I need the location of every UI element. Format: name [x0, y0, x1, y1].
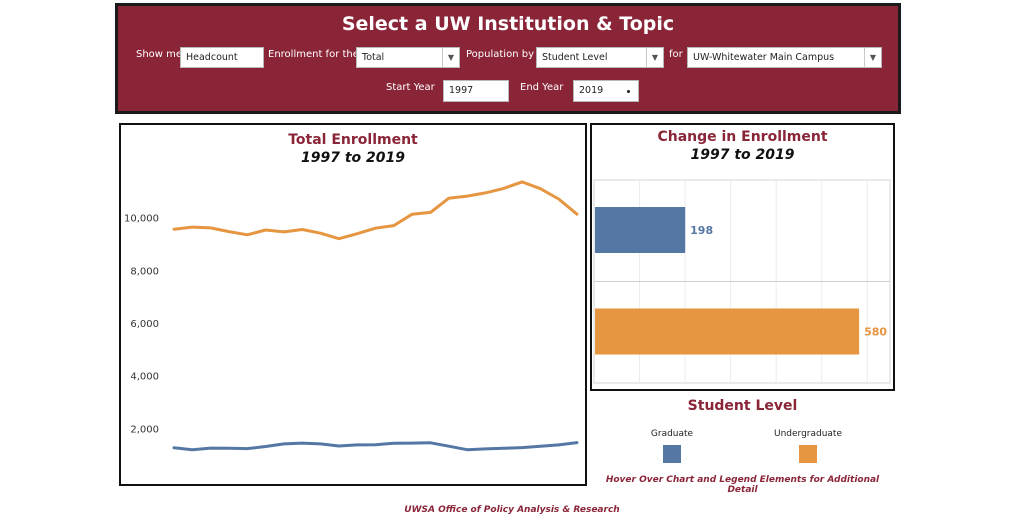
start-year-value: 1997 [449, 85, 474, 96]
population-by-select[interactable]: Student Level ▼ [536, 47, 664, 68]
legend-label-undergraduate: Undergraduate [773, 429, 842, 439]
hover-hint: Hover Over Chart and Legend Elements for… [605, 475, 880, 495]
chevron-down-icon[interactable]: ▼ [442, 48, 459, 67]
enrollment-for-value: Total [362, 52, 385, 63]
population-by-value: Student Level [542, 52, 608, 63]
bar-chart-title: Change in Enrollment [657, 129, 828, 145]
institution-value: UW-Whitewater Main Campus [693, 52, 835, 63]
bar-value-label-undergraduate: 580 [864, 326, 887, 339]
change-enrollment-panel: Change in Enrollment 1997 to 2019 198 580 [590, 123, 895, 391]
y-tick-label: 8,000 [130, 266, 159, 277]
line-chart[interactable]: 2,000 4,000 6,000 8,000 10,000 [121, 125, 585, 484]
enrollment-for-label: Enrollment for the [268, 49, 359, 60]
chevron-down-icon[interactable]: ▼ [864, 48, 881, 67]
y-tick-label: 10,000 [124, 214, 159, 225]
bar-graduate[interactable] [595, 207, 686, 253]
footer-credit: UWSA Office of Policy Analysis & Researc… [404, 505, 620, 515]
series-line-graduate[interactable] [172, 441, 579, 452]
bar-chart[interactable]: 198 580 [592, 125, 893, 389]
show-me-label: Show me [136, 49, 183, 60]
legend-label-graduate: Graduate [650, 429, 694, 439]
end-year-value: 2019 [579, 85, 604, 96]
start-year-input[interactable]: 1997 [443, 80, 509, 102]
legend-swatch-undergraduate[interactable] [799, 445, 817, 463]
bar-undergraduate[interactable] [595, 308, 860, 355]
enrollment-for-select[interactable]: Total ▼ [356, 47, 460, 68]
selector-title: Select a UW Institution & Topic [341, 13, 675, 35]
institution-select[interactable]: UW-Whitewater Main Campus ▼ [687, 47, 882, 68]
show-me-value: Headcount [186, 52, 238, 63]
y-tick-label: 4,000 [130, 372, 159, 383]
line-chart-subtitle: 1997 to 2019 [301, 150, 405, 166]
legend-swatch-graduate[interactable] [663, 445, 681, 463]
selector-panel: Select a UW Institution & Topic Show me … [115, 3, 901, 114]
series-line-undergraduate[interactable] [172, 180, 579, 241]
bar-value-label-graduate: 198 [690, 224, 713, 237]
end-year-label: End Year [520, 82, 564, 93]
bar-chart-subtitle: 1997 to 2019 [690, 147, 795, 163]
y-tick-label: 2,000 [130, 424, 159, 435]
show-me-input[interactable]: Headcount [180, 47, 264, 68]
for-label: for [669, 49, 683, 60]
legend-title: Student Level [687, 398, 798, 414]
y-tick-label: 6,000 [130, 319, 159, 330]
chevron-down-icon[interactable]: ▼ [646, 48, 663, 67]
end-year-input[interactable]: 2019 [573, 80, 639, 102]
start-year-label: Start Year [386, 82, 435, 93]
population-by-label: Population by [466, 49, 534, 60]
line-chart-title: Total Enrollment [288, 132, 418, 148]
total-enrollment-panel: Total Enrollment 1997 to 2019 2,000 4,000… [119, 123, 587, 486]
cursor-dot-icon [627, 90, 630, 93]
